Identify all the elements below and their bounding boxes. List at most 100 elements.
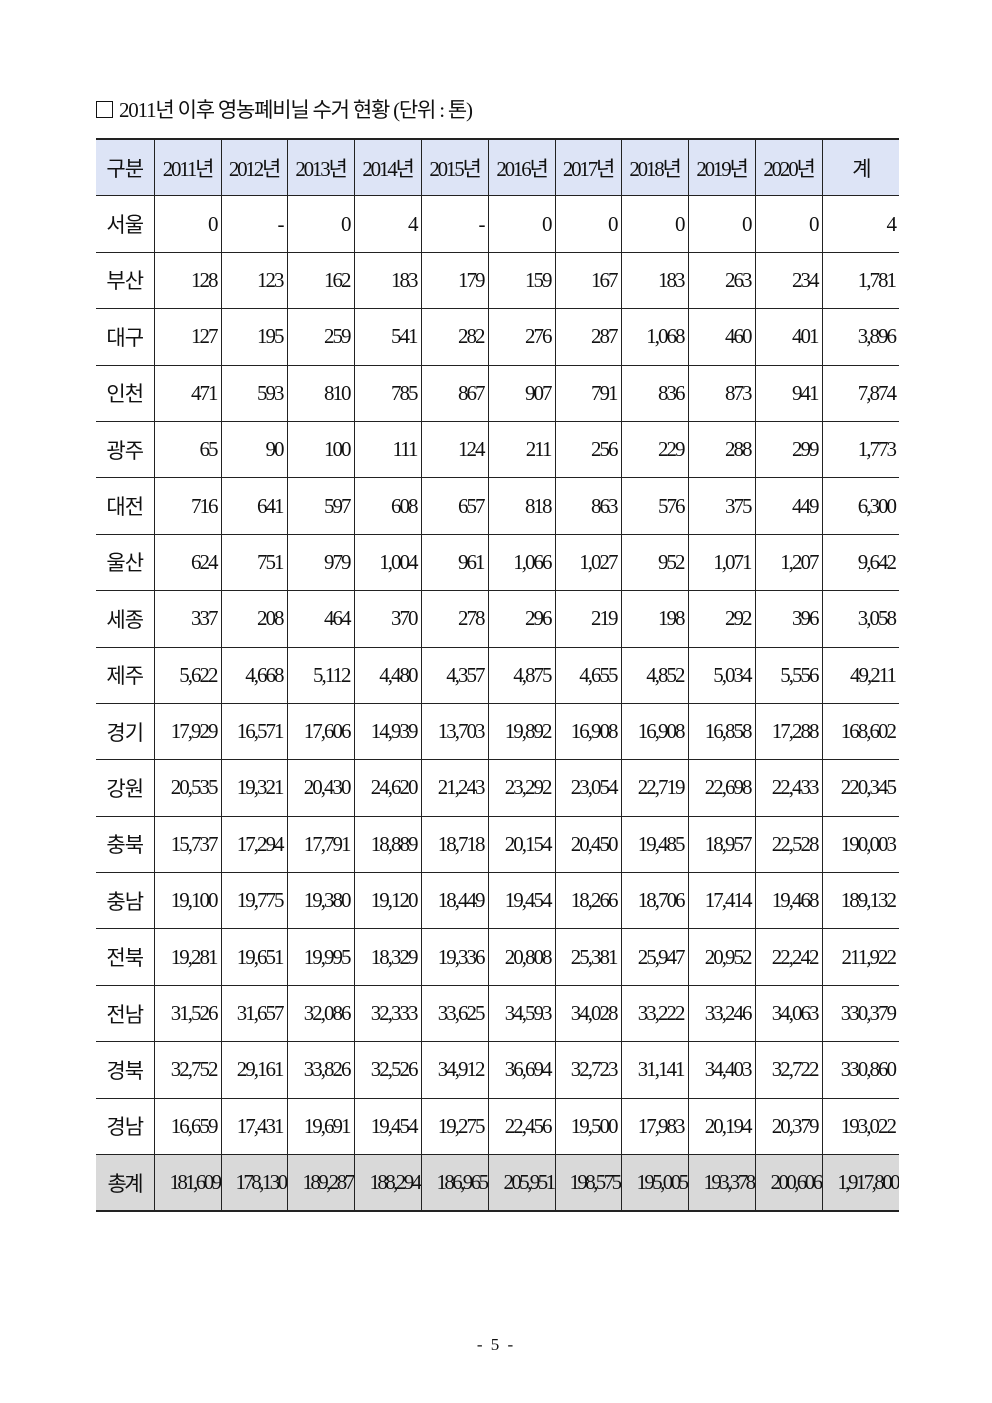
table-cell: 1,071 bbox=[687, 533, 756, 592]
table-cell: 593 bbox=[220, 364, 288, 422]
total-cell: 193,378 bbox=[687, 1154, 756, 1213]
table-cell: 31,657 bbox=[220, 984, 288, 1043]
table-cell: 0 bbox=[687, 195, 756, 253]
table-cell: 33,826 bbox=[286, 1041, 355, 1099]
table-cell: 4,852 bbox=[620, 646, 689, 704]
region-label: 충북 bbox=[96, 815, 155, 874]
table-cell: 1,781 bbox=[821, 251, 899, 310]
region-label: 대전 bbox=[96, 477, 155, 535]
table-cell: 278 bbox=[420, 590, 489, 648]
table-row: 경기 17,929 16,571 17,606 14,939 13,703 19,892 16… bbox=[96, 702, 899, 761]
table-cell: 4 bbox=[821, 195, 899, 253]
table-cell: 219 bbox=[554, 590, 622, 648]
column-header: 2013년 bbox=[286, 138, 355, 197]
table-cell: 111 bbox=[353, 420, 422, 479]
table-cell: 460 bbox=[687, 308, 756, 366]
table-cell: 124 bbox=[420, 420, 489, 479]
table-cell: 641 bbox=[220, 477, 288, 535]
table-cell: 168,602 bbox=[821, 702, 899, 761]
total-cell: 195,005 bbox=[620, 1154, 689, 1213]
column-header: 2014년 bbox=[353, 138, 422, 197]
table-cell: 961 bbox=[420, 533, 489, 592]
table-cell: 20,379 bbox=[754, 1097, 823, 1156]
total-cell: 188,294 bbox=[353, 1154, 422, 1213]
table-cell: 471 bbox=[153, 364, 222, 422]
region-label: 인천 bbox=[96, 364, 155, 422]
table-cell: 979 bbox=[286, 533, 355, 592]
table-cell: 17,414 bbox=[687, 872, 756, 930]
table-cell: 23,054 bbox=[554, 759, 622, 817]
table-cell: 3,058 bbox=[821, 590, 899, 648]
column-header: 2012년 bbox=[220, 138, 288, 197]
region-label: 서울 bbox=[96, 195, 155, 253]
caption-text: 2011년 이후 영농폐비닐 수거 현황 (단위 : 톤) bbox=[119, 98, 473, 122]
table-cell: 123 bbox=[220, 251, 288, 310]
table-cell: 863 bbox=[554, 477, 622, 535]
table-cell: 22,528 bbox=[754, 815, 823, 874]
table-caption: 2011년 이후 영농폐비닐 수거 현황 (단위 : 톤) bbox=[96, 94, 473, 124]
table-cell: 24,620 bbox=[353, 759, 422, 817]
table-cell: 401 bbox=[754, 308, 823, 366]
table-cell: 208 bbox=[220, 590, 288, 648]
table-cell: 597 bbox=[286, 477, 355, 535]
table-cell: - bbox=[420, 195, 489, 253]
table-cell: 716 bbox=[153, 477, 222, 535]
table-cell: 330,379 bbox=[821, 984, 899, 1043]
table-cell: 25,381 bbox=[554, 928, 622, 986]
table-cell: 17,294 bbox=[220, 815, 288, 874]
table-cell: 229 bbox=[620, 420, 689, 479]
table-cell: 0 bbox=[153, 195, 222, 253]
table-cell: 19,321 bbox=[220, 759, 288, 817]
table-cell: 183 bbox=[620, 251, 689, 310]
table-cell: 162 bbox=[286, 251, 355, 310]
table-cell: 20,952 bbox=[687, 928, 756, 986]
table-cell: 18,957 bbox=[687, 815, 756, 874]
table-cell: 19,281 bbox=[153, 928, 222, 986]
column-header: 구분 bbox=[96, 138, 155, 197]
checkbox-bullet-icon bbox=[96, 101, 113, 118]
table-row: 충남 19,100 19,775 19,380 19,120 18,449 19,454 18… bbox=[96, 872, 899, 930]
table-cell: 396 bbox=[754, 590, 823, 648]
table-cell: 31,526 bbox=[153, 984, 222, 1043]
table-row: 제주 5,622 4,668 5,112 4,480 4,357 4,875 4,655 4,8… bbox=[96, 646, 899, 704]
table-cell: 14,939 bbox=[353, 702, 422, 761]
table-cell: 23,292 bbox=[487, 759, 556, 817]
table-row: 서울 0-0 4-0 0 0 0 0 4 bbox=[96, 195, 899, 253]
table-cell: 17,606 bbox=[286, 702, 355, 761]
region-label: 세종 bbox=[96, 590, 155, 648]
region-label: 제주 bbox=[96, 646, 155, 704]
table-cell: 952 bbox=[620, 533, 689, 592]
table-cell: 5,622 bbox=[153, 646, 222, 704]
table-cell: 4 bbox=[353, 195, 422, 253]
total-row: 총계 181,609 178,130 189,287 188,294 186,965 205… bbox=[96, 1154, 899, 1213]
table-row: 대구 127 195 259 541 282 276 287 1,068 460 401 3,896 bbox=[96, 308, 899, 366]
table-cell: 17,288 bbox=[754, 702, 823, 761]
table-cell: 16,571 bbox=[220, 702, 288, 761]
table-cell: 20,535 bbox=[153, 759, 222, 817]
table-cell: 49,211 bbox=[821, 646, 899, 704]
table-cell: 19,100 bbox=[153, 872, 222, 930]
table-cell: 33,246 bbox=[687, 984, 756, 1043]
table-cell: 211,922 bbox=[821, 928, 899, 986]
table-cell: 370 bbox=[353, 590, 422, 648]
table-cell: 19,468 bbox=[754, 872, 823, 930]
table-cell: 5,034 bbox=[687, 646, 756, 704]
table-cell: 19,775 bbox=[220, 872, 288, 930]
table-cell: 19,892 bbox=[487, 702, 556, 761]
table-row: 울산 624 751 979 1,004 961 1,066 1,027 952 1,071 1,2… bbox=[96, 533, 899, 592]
table-cell: 1,068 bbox=[620, 308, 689, 366]
table-cell: 259 bbox=[286, 308, 355, 366]
table-cell: 18,266 bbox=[554, 872, 622, 930]
table-cell: 576 bbox=[620, 477, 689, 535]
table-cell: 19,380 bbox=[286, 872, 355, 930]
table-cell: 907 bbox=[487, 364, 556, 422]
table-cell: 4,357 bbox=[420, 646, 489, 704]
table-row: 인천 471 593 810 785 867 907 791 836 873 941 7,874 bbox=[96, 364, 899, 422]
table-cell: 34,912 bbox=[420, 1041, 489, 1099]
table-cell: 22,242 bbox=[754, 928, 823, 986]
table-cell: 791 bbox=[554, 364, 622, 422]
region-label: 부산 bbox=[96, 251, 155, 310]
table-cell: 4,480 bbox=[353, 646, 422, 704]
table-cell: 16,659 bbox=[153, 1097, 222, 1156]
table-cell: 375 bbox=[687, 477, 756, 535]
